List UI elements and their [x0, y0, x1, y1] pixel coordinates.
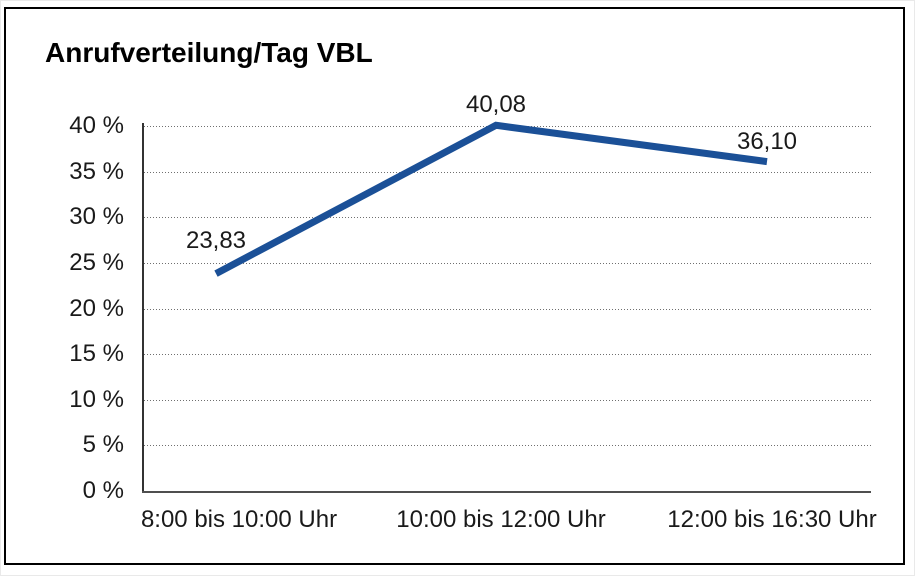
- y-tick-label: 15 %: [69, 340, 124, 367]
- y-tick-label: 20 %: [69, 295, 124, 322]
- data-label: 40,08: [465, 91, 527, 118]
- y-tick-label: 25 %: [69, 249, 124, 276]
- gridline-40: [144, 126, 871, 127]
- gridline-30: [144, 217, 871, 218]
- chart-title: Anrufverteilung/Tag VBL: [45, 37, 373, 68]
- chart-frame: Anrufverteilung/Tag VBL: [4, 7, 905, 565]
- gridline-5: [144, 445, 871, 446]
- x-axis-line: [142, 491, 871, 493]
- y-tick-label: 5 %: [82, 431, 124, 458]
- y-tick-label: 40 %: [69, 112, 124, 139]
- y-tick-label: 30 %: [69, 203, 124, 230]
- x-tick-label: 12:00 bis 16:30 Uhr: [667, 506, 877, 533]
- gridline-15: [144, 354, 871, 355]
- gridline-35: [144, 172, 871, 173]
- x-tick-label: 8:00 bis 10:00 Uhr: [140, 506, 338, 533]
- y-tick-label: 10 %: [69, 386, 124, 413]
- gridline-25: [144, 263, 871, 264]
- y-tick-label: 0 %: [82, 477, 124, 504]
- y-axis-line: [142, 123, 144, 493]
- gridline-20: [144, 309, 871, 310]
- y-tick-label: 35 %: [69, 158, 124, 185]
- x-tick-label: 10:00 bis 12:00 Uhr: [396, 506, 606, 533]
- data-label: 23,83: [185, 227, 247, 254]
- data-label: 36,10: [736, 128, 798, 155]
- gridline-10: [144, 400, 871, 401]
